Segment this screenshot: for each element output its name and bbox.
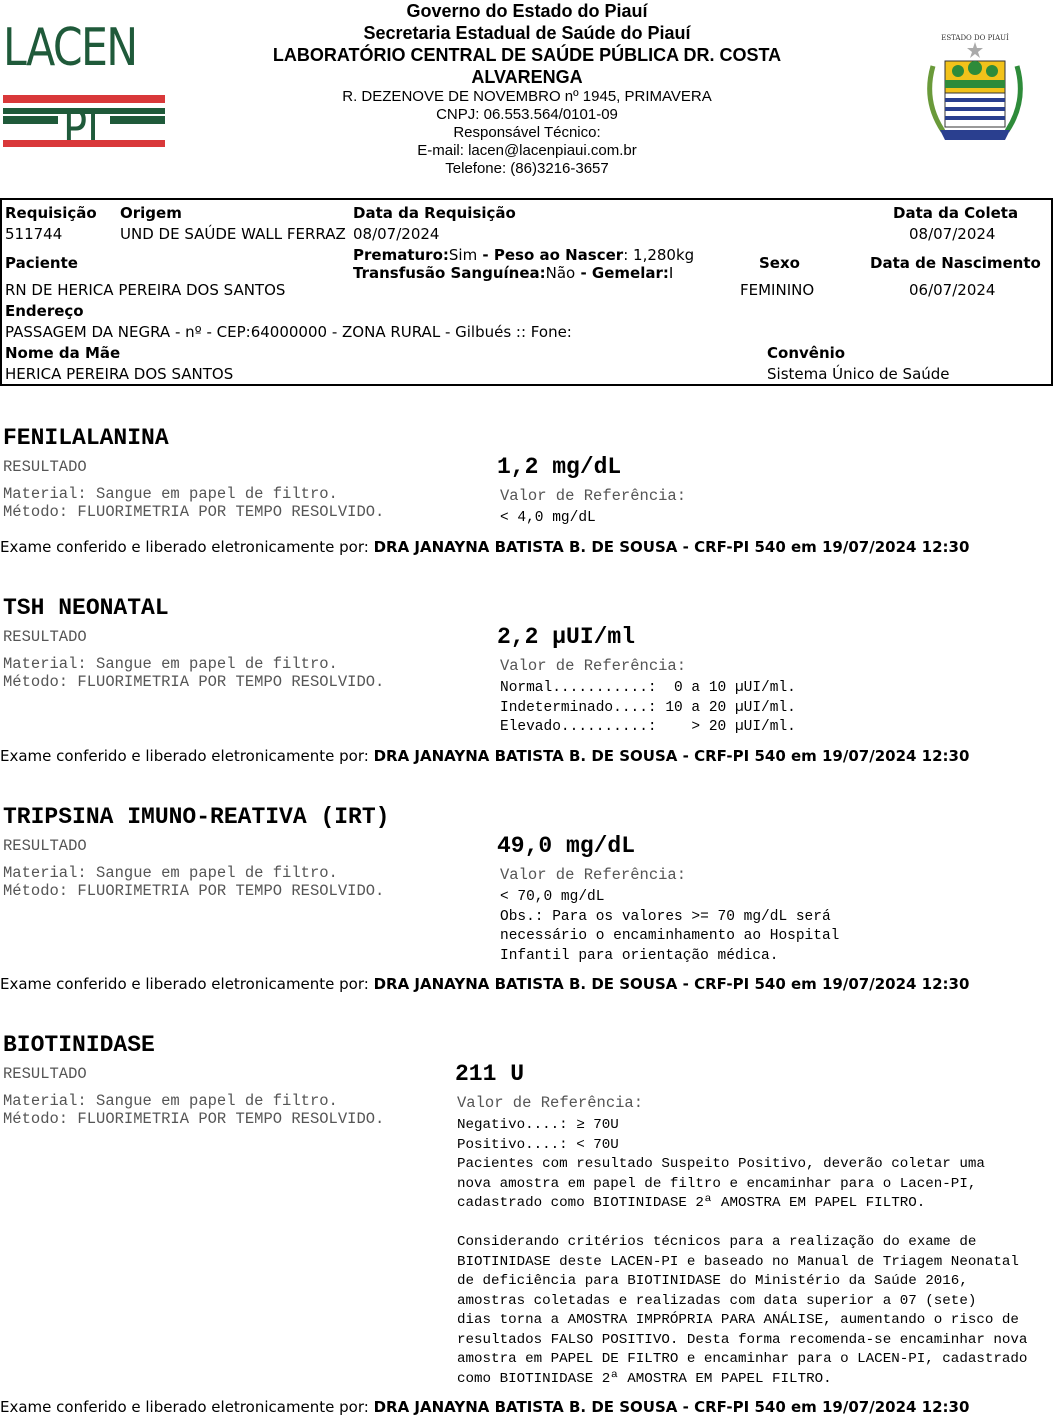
ref-label: Valor de Referência: bbox=[500, 487, 687, 505]
header-email: E-mail: lacen@lacenpiaui.com.br bbox=[417, 142, 637, 159]
exam-title: FENILALANINA bbox=[3, 425, 169, 451]
material: Material: Sangue em papel de filtro. bbox=[3, 1092, 338, 1110]
patient-info-box: Requisição 511744 Origem UND DE SAÚDE WA… bbox=[0, 198, 1053, 386]
ref-value: Normal...........: 0 a 10 µUI/ml. Indete… bbox=[500, 680, 796, 735]
header-government: Governo do Estado do Piauí bbox=[406, 1, 648, 21]
svg-text:ESTADO DO PIAUÍ: ESTADO DO PIAUÍ bbox=[941, 33, 1009, 42]
metodo: Método: FLUORIMETRIA POR TEMPO RESOLVIDO… bbox=[3, 503, 385, 521]
header-lab-name-2: ALVARENGA bbox=[471, 67, 583, 87]
exam-title: BIOTINIDASE bbox=[3, 1032, 155, 1058]
requisicao-value: 511744 bbox=[5, 225, 63, 243]
result-label: RESULTADO bbox=[3, 458, 87, 476]
release-line: Exame conferido e liberado eletronicamen… bbox=[0, 747, 970, 765]
origem-value: UND DE SAÚDE WALL FERRAZ bbox=[120, 225, 346, 243]
metodo: Método: FLUORIMETRIA POR TEMPO RESOLVIDO… bbox=[3, 673, 385, 691]
material: Material: Sangue em papel de filtro. bbox=[3, 655, 338, 673]
piaui-seal-icon: ESTADO DO PIAUÍ bbox=[927, 33, 1023, 140]
nascimento-label: Data de Nascimento bbox=[870, 254, 1041, 272]
sexo-value: FEMININO bbox=[740, 281, 815, 299]
result-label: RESULTADO bbox=[3, 628, 87, 646]
mae-label: Nome da Mãe bbox=[5, 344, 121, 362]
paciente-value: RN DE HERICA PEREIRA DOS SANTOS bbox=[5, 281, 286, 299]
lacen-logo: LACEN PI bbox=[3, 22, 165, 154]
data-coleta-label: Data da Coleta bbox=[893, 204, 1019, 222]
ref-label: Valor de Referência: bbox=[500, 866, 687, 884]
data-requisicao-label: Data da Requisição bbox=[353, 204, 516, 222]
convenio-value: Sistema Único de Saúde bbox=[767, 365, 950, 383]
exam-title: TRIPSINA IMUNO-REATIVA (IRT) bbox=[3, 804, 390, 830]
result-value: 211 U bbox=[455, 1061, 525, 1087]
paciente-label: Paciente bbox=[5, 254, 78, 272]
result-label: RESULTADO bbox=[3, 837, 87, 855]
data-coleta-value: 08/07/2024 bbox=[909, 225, 996, 243]
material: Material: Sangue em papel de filtro. bbox=[3, 864, 338, 882]
header-address: R. DEZENOVE DE NOVEMBRO nº 1945, PRIMAVE… bbox=[342, 88, 712, 105]
release-line: Exame conferido e liberado eletronicamen… bbox=[0, 538, 970, 556]
prematuro-line: Prematuro:Sim - Peso ao Nascer: 1,280kg bbox=[353, 246, 695, 264]
material: Material: Sangue em papel de filtro. bbox=[3, 485, 338, 503]
ref-value: < 70,0 mg/dL Obs.: Para os valores >= 70… bbox=[500, 889, 840, 964]
release-line: Exame conferido e liberado eletronicamen… bbox=[0, 975, 970, 993]
header-cnpj: CNPJ: 06.553.564/0101-09 bbox=[436, 106, 618, 123]
metodo: Método: FLUORIMETRIA POR TEMPO RESOLVIDO… bbox=[3, 1110, 385, 1128]
result-value: 2,2 µUI/ml bbox=[497, 624, 636, 650]
lab-header: Governo do Estado do Piauí Secretaria Es… bbox=[200, 0, 854, 178]
mae-value: HERICA PEREIRA DOS SANTOS bbox=[5, 365, 234, 383]
convenio-label: Convênio bbox=[767, 344, 846, 362]
metodo: Método: FLUORIMETRIA POR TEMPO RESOLVIDO… bbox=[3, 882, 385, 900]
header-lab-name: LABORATÓRIO CENTRAL DE SAÚDE PÚBLICA DR.… bbox=[272, 45, 782, 65]
data-requisicao-value: 08/07/2024 bbox=[353, 225, 440, 243]
release-line: Exame conferido e liberado eletronicamen… bbox=[0, 1398, 970, 1416]
result-value: 49,0 mg/dL bbox=[497, 833, 636, 859]
exam-title: TSH NEONATAL bbox=[3, 595, 169, 621]
transfusao-line: Transfusão Sanguínea:Não - Gemelar:I bbox=[353, 264, 674, 282]
ref-value: < 4,0 mg/dL bbox=[500, 510, 596, 526]
nascimento-value: 06/07/2024 bbox=[909, 281, 996, 299]
sexo-label: Sexo bbox=[759, 254, 800, 272]
requisicao-label: Requisição bbox=[5, 204, 97, 222]
header-secretary: Secretaria Estadual de Saúde do Piauí bbox=[363, 23, 691, 43]
ref-label: Valor de Referência: bbox=[500, 657, 687, 675]
origem-label: Origem bbox=[120, 204, 182, 222]
endereco-label: Endereço bbox=[5, 302, 84, 320]
endereco-value: PASSAGEM DA NEGRA - nº - CEP:64000000 - … bbox=[5, 323, 572, 341]
result-label: RESULTADO bbox=[3, 1065, 87, 1083]
header-phone: Telefone: (86)3216-3657 bbox=[445, 160, 609, 177]
ref-value: Negativo....: ≥ 70U Positivo....: < 70U … bbox=[457, 1117, 1028, 1387]
header-responsible: Responsável Técnico: bbox=[453, 124, 601, 141]
ref-label: Valor de Referência: bbox=[457, 1094, 644, 1112]
result-value: 1,2 mg/dL bbox=[497, 454, 622, 480]
